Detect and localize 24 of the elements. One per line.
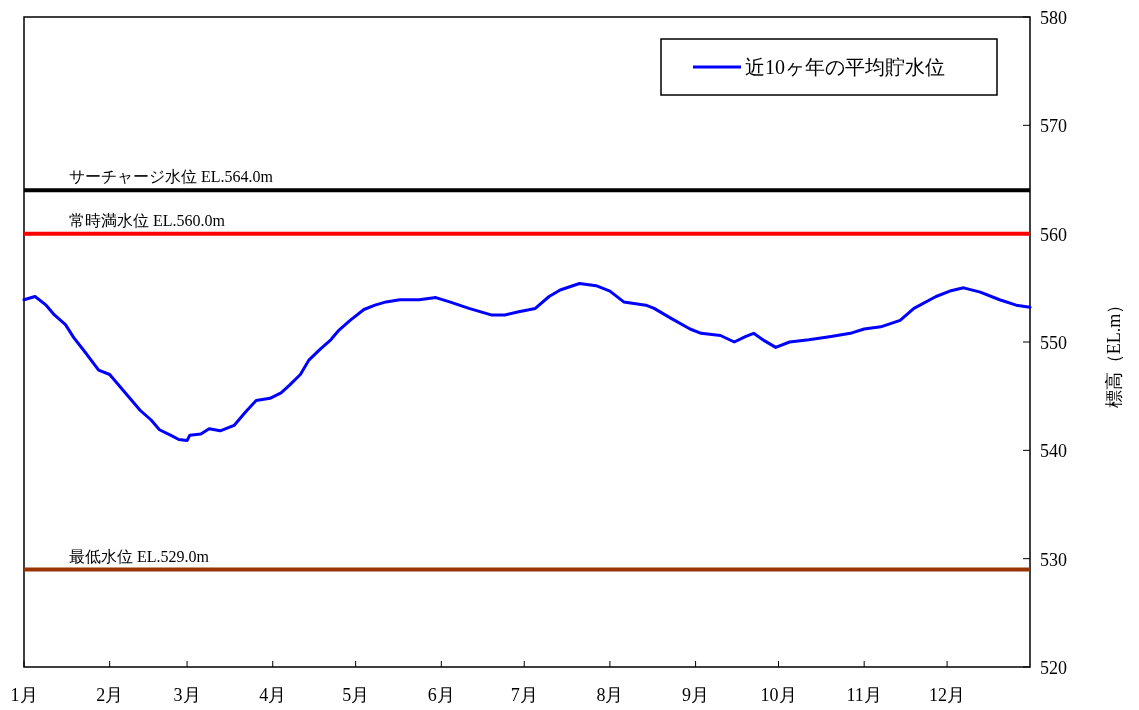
ref-line-label: 最低水位 EL.529.0m	[69, 547, 210, 565]
y-tick-label: 540	[1040, 441, 1067, 462]
y-tick-label: 580	[1040, 8, 1067, 28]
x-tick-label: 9月	[682, 685, 710, 705]
y-tick-label: 560	[1040, 224, 1067, 245]
y-tick-label: 520	[1040, 658, 1067, 678]
ref-line-label: サーチャージ水位 EL.564.0m	[69, 168, 274, 186]
y-axis-title: 標高（EL.m）	[1104, 295, 1124, 409]
x-tick-label: 5月	[342, 685, 370, 705]
legend-label: 近10ヶ年の平均貯水位	[745, 56, 945, 78]
y-tick-label: 550	[1040, 333, 1067, 353]
x-tick-label: 8月	[596, 685, 624, 705]
x-tick-label: 10月	[760, 685, 797, 705]
x-tick-label: 12月	[929, 685, 966, 705]
ref-line-label: 常時満水位 EL.560.0m	[69, 211, 226, 229]
x-tick-label: 2月	[96, 685, 124, 705]
x-tick-label: 4月	[259, 685, 287, 705]
x-tick-label: 11月	[846, 685, 882, 705]
x-tick-label: 1月	[10, 685, 38, 705]
y-tick-label: 530	[1040, 549, 1067, 570]
y-tick-label: 570	[1040, 116, 1067, 137]
x-tick-label: 7月	[510, 685, 538, 705]
x-tick-label: 3月	[173, 685, 201, 705]
x-tick-label: 6月	[427, 685, 455, 705]
